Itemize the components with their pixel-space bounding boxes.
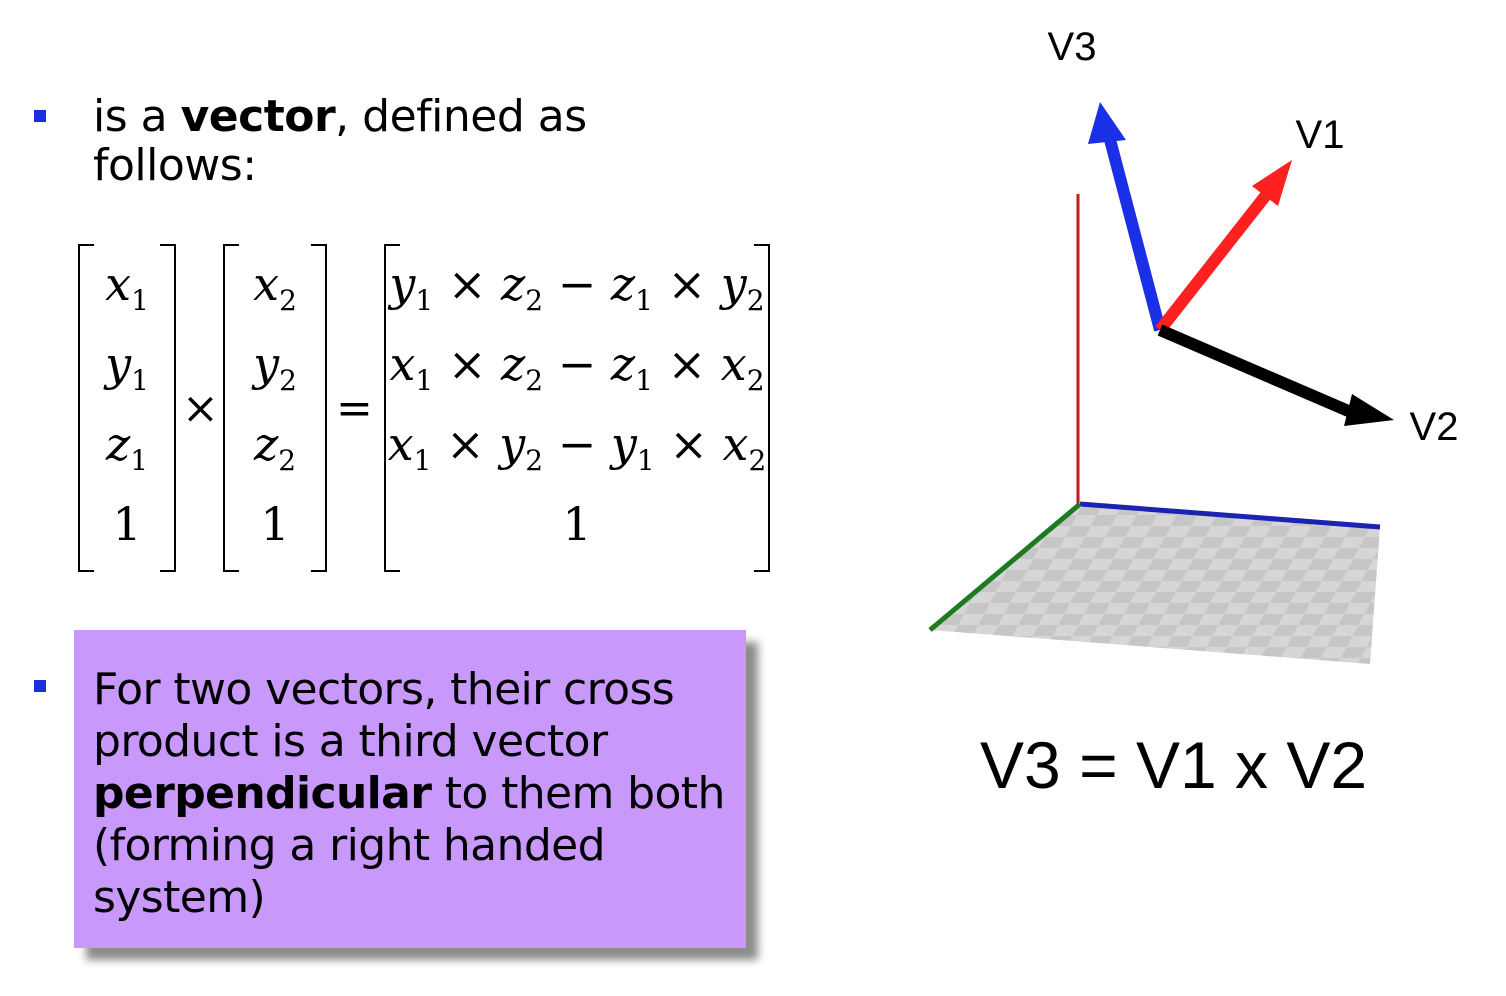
intro-bold-word: vector <box>180 91 336 142</box>
axis-x <box>1079 501 1381 530</box>
title-fragment <box>120 0 820 6</box>
matrix-cell: 1 <box>112 497 142 551</box>
highlight-box <box>74 630 746 948</box>
bullet-marker <box>34 680 46 692</box>
v1-arrowhead <box>1252 160 1292 206</box>
matrix-cell: z1 <box>105 417 149 477</box>
intro-text: is a vector, defined as follows: <box>93 91 587 191</box>
diagram-svg: V3 V1 V2 <box>928 25 1459 664</box>
vector-1-matrix: x1 y1 z1 1 <box>78 244 176 572</box>
ground-plane <box>930 504 1380 664</box>
v3-arrowhead <box>1088 102 1126 144</box>
v1-arrow <box>1155 186 1275 334</box>
matrix-cell: 1 <box>260 497 290 551</box>
result-matrix: y1 × z2 − z1 × y2 x1 × z2 − z1 × x2 x1 ×… <box>384 244 770 572</box>
v1-label: V1 <box>1296 113 1345 157</box>
box-bold-word: perpendicular <box>93 768 432 819</box>
v2-label: V2 <box>1410 405 1459 449</box>
highlight-box-text: For two vectors, their cross product is … <box>93 664 725 923</box>
axis-z <box>928 502 1082 632</box>
equals-operator: = <box>336 383 373 434</box>
times-operator: × <box>182 383 219 434</box>
matrix-cell: x1 <box>105 257 149 317</box>
vector-2-matrix: x2 y2 z2 1 <box>223 244 327 572</box>
matrix-cell: y1 <box>105 337 149 397</box>
matrix-cell: 1 <box>562 497 592 551</box>
matrix-cell: y1 × z2 − z1 × y2 <box>389 257 765 317</box>
bullet-marker <box>34 110 46 122</box>
matrix-cell: y2 <box>253 337 297 397</box>
matrix-cell: x1 × y2 − y1 × x2 <box>387 417 767 477</box>
matrix-cell: x2 <box>253 257 297 317</box>
v3-label: V3 <box>1048 25 1097 69</box>
cross-product-equation: V3 = V1 x V2 <box>980 728 1368 802</box>
v3-arrow <box>1102 130 1166 332</box>
matrix-cell: x1 × z2 − z1 × x2 <box>389 337 765 397</box>
v2-arrowhead <box>1344 394 1394 426</box>
cross-product-diagram: V3 V1 V2 <box>900 20 1480 700</box>
matrix-cell: z2 <box>253 417 297 477</box>
v2-arrow <box>1157 324 1363 422</box>
